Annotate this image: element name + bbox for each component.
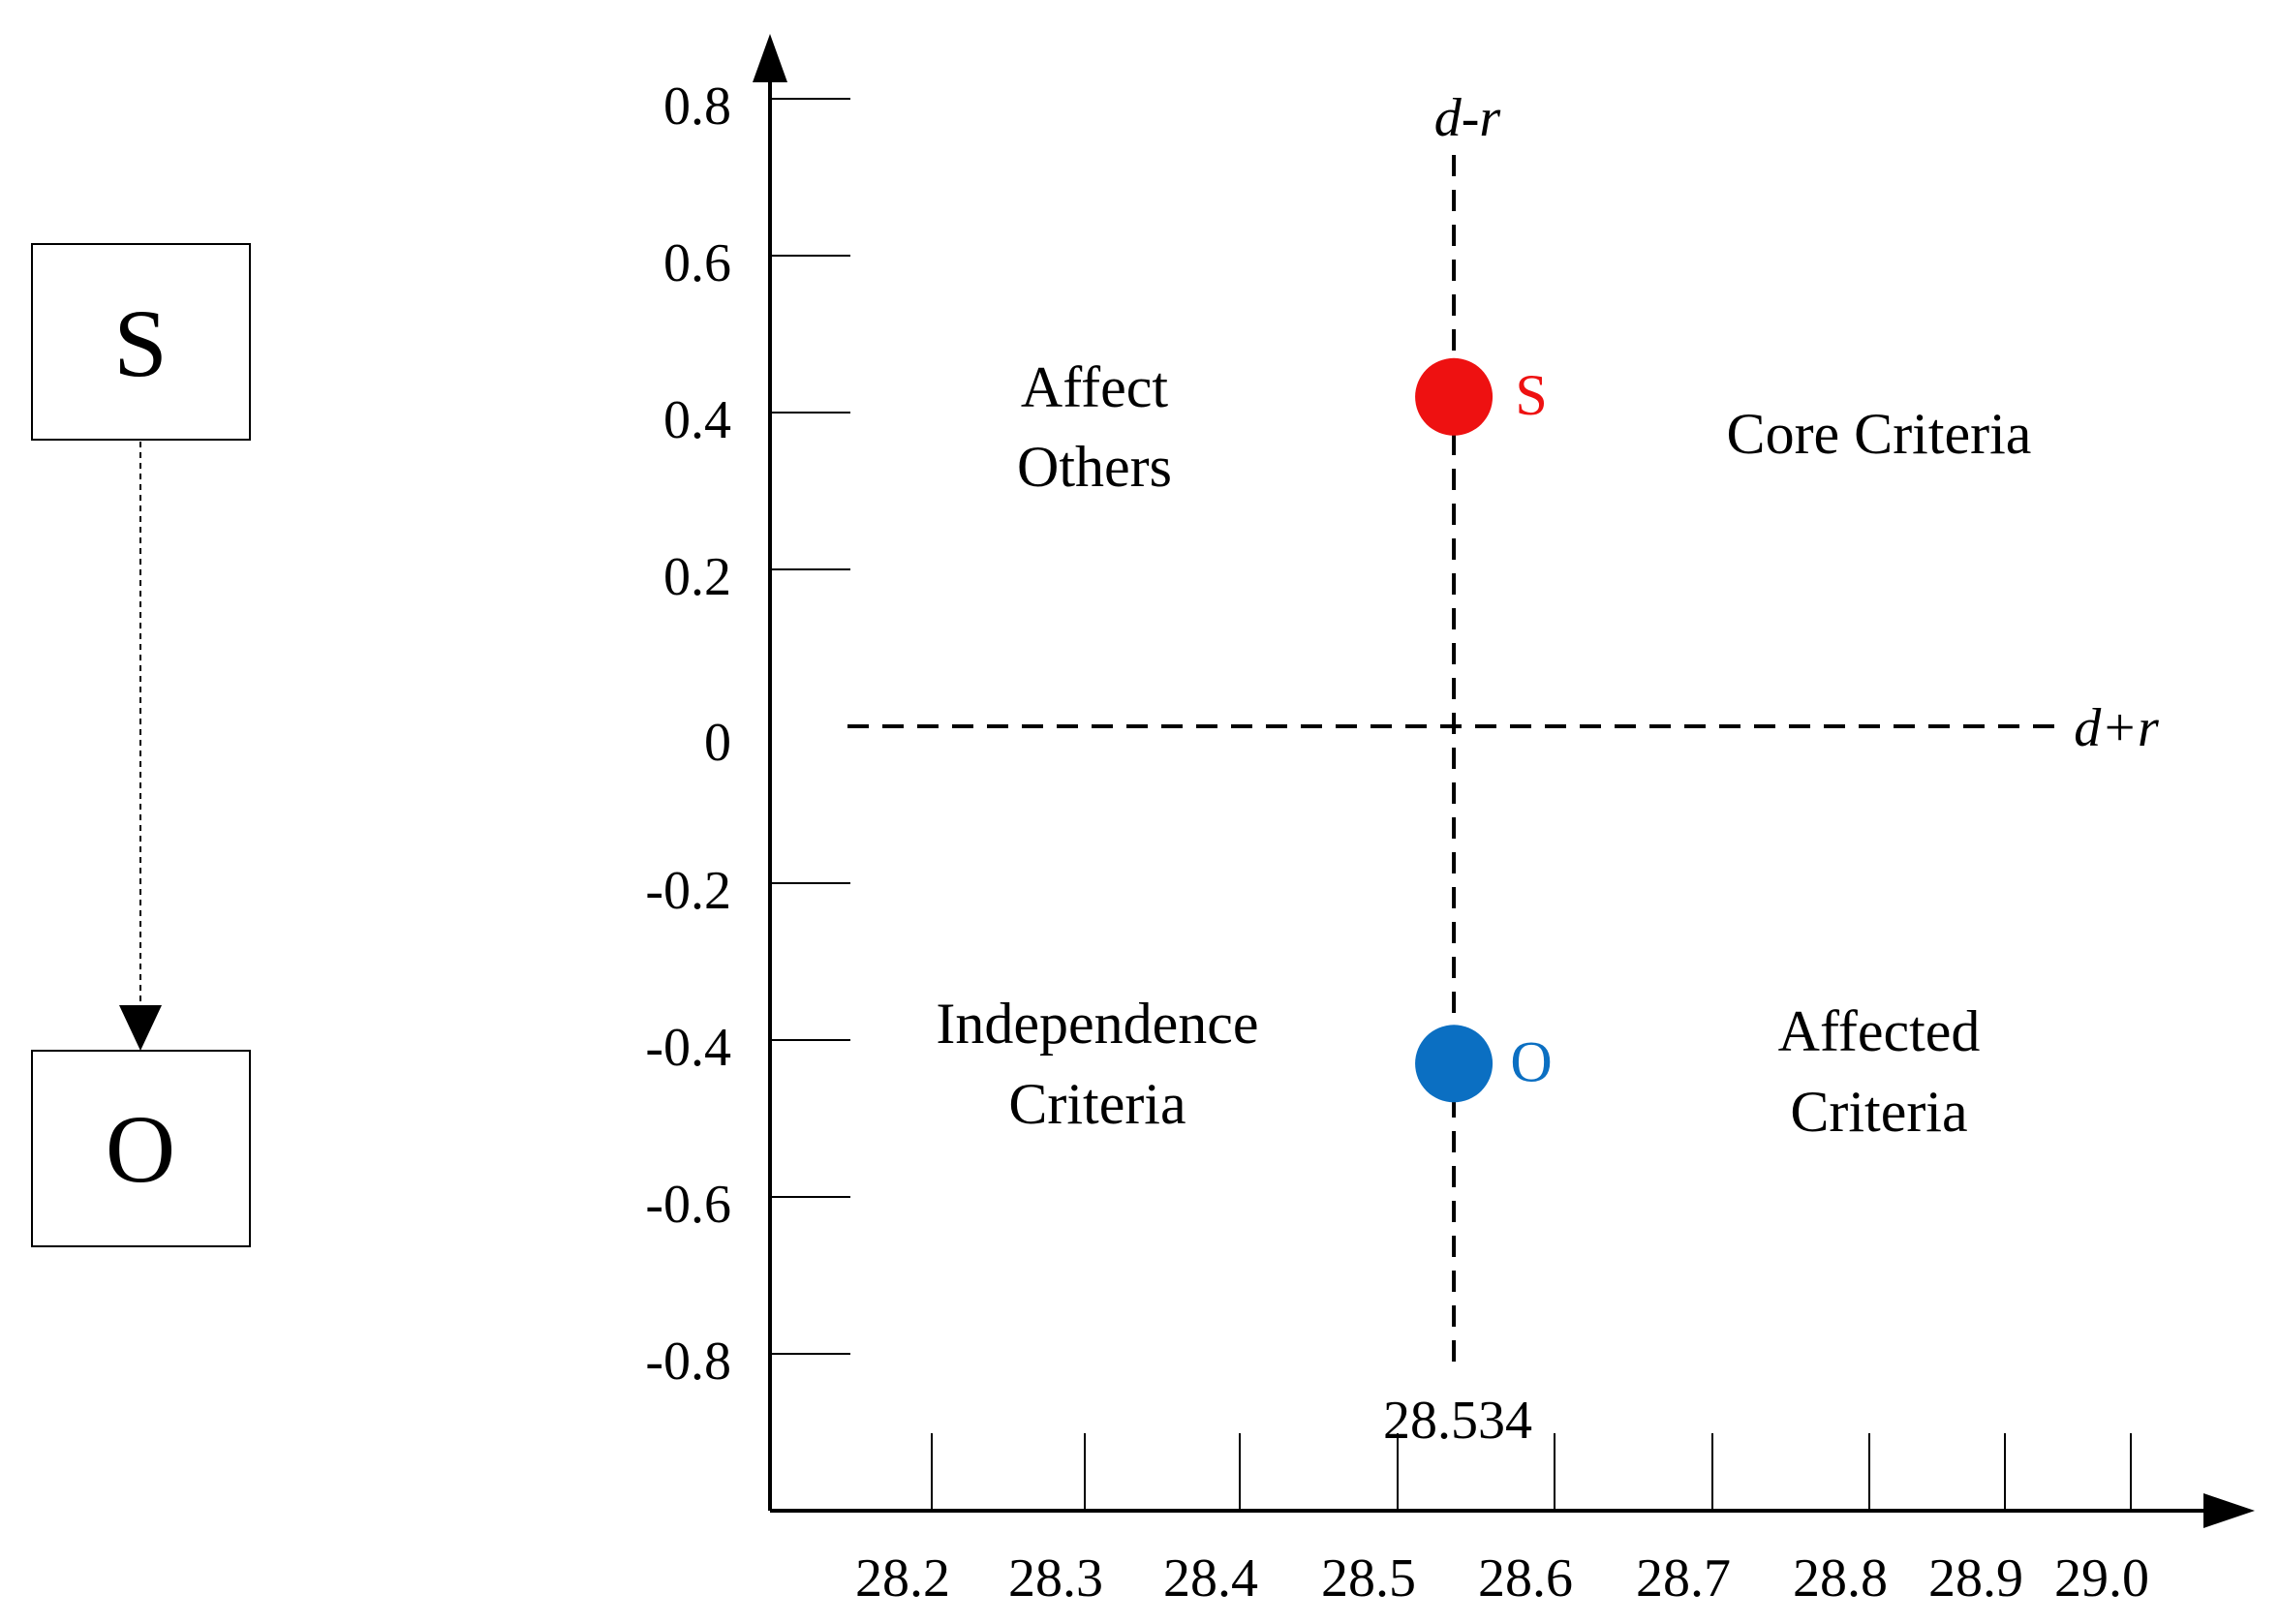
y-tick-label: -0.8: [645, 1332, 731, 1392]
quadrant-top-left-line1: Affect: [1021, 355, 1168, 419]
y-tick-label: -0.6: [645, 1175, 731, 1235]
y-tick-label: 0.2: [663, 547, 731, 607]
quadrant-bottom-right-line2: Criteria: [1790, 1080, 1967, 1144]
y-tick-label: 0: [704, 713, 731, 773]
y-axis-label: d-r: [1434, 88, 1501, 148]
x-tick-label: 28.5: [1321, 1548, 1416, 1609]
quadrant-bottom-left-line2: Criteria: [1008, 1072, 1186, 1136]
node-box-s: [31, 243, 251, 441]
y-tick-label: -0.2: [645, 861, 731, 921]
point-label-o: O: [1510, 1029, 1552, 1093]
x-tick-label: 28.3: [1008, 1548, 1103, 1609]
x-ticks: 28.2 28.3 28.4 28.5 28.6 28.7 28.8 28.9 29.0: [855, 1433, 2149, 1609]
relation-arrowhead: [119, 1005, 162, 1051]
point-s: [1415, 357, 1494, 436]
x-axis-label: d+r: [2074, 698, 2159, 758]
threshold-x-label: 28.534: [1383, 1391, 1532, 1451]
x-tick-label: 28.4: [1163, 1548, 1258, 1609]
relation-diagram: S O: [31, 243, 251, 1247]
node-box-o: [31, 1050, 251, 1247]
y-axis-arrow-icon: [753, 34, 787, 82]
point-o: [1415, 1025, 1494, 1103]
quadrant-labels: Affect Others Core Criteria Independence…: [936, 355, 2031, 1144]
node-label-o: O: [106, 1095, 175, 1203]
quadrant-top-left-line2: Others: [1017, 435, 1172, 499]
y-ticks: 0.8 0.6 0.4 0.2 0 -0.2 -0.4 -0.6 -0.8: [645, 77, 850, 1392]
x-tick-label: 28.9: [1928, 1548, 2023, 1609]
y-tick-label: -0.4: [645, 1018, 731, 1078]
x-tick-label: 28.2: [855, 1548, 950, 1609]
x-tick-label: 28.8: [1793, 1548, 1888, 1609]
quadrant-top-right: Core Criteria: [1727, 402, 2032, 466]
x-axis-arrow-icon: [2203, 1493, 2255, 1528]
quadrant-bottom-left-line1: Independence: [936, 992, 1258, 1056]
y-tick-label: 0.4: [663, 390, 731, 450]
x-tick-label: 28.6: [1478, 1548, 1573, 1609]
node-label-s: S: [113, 290, 168, 397]
quadrant-bottom-right-line1: Affected: [1778, 999, 1981, 1063]
point-label-s: S: [1515, 363, 1547, 427]
y-tick-label: 0.8: [663, 77, 731, 137]
y-tick-label: 0.6: [663, 233, 731, 293]
x-tick-label: 29.0: [2054, 1548, 2149, 1609]
x-tick-label: 28.7: [1636, 1548, 1731, 1609]
data-points: SO: [1415, 357, 1553, 1103]
axes: [753, 34, 2255, 1528]
